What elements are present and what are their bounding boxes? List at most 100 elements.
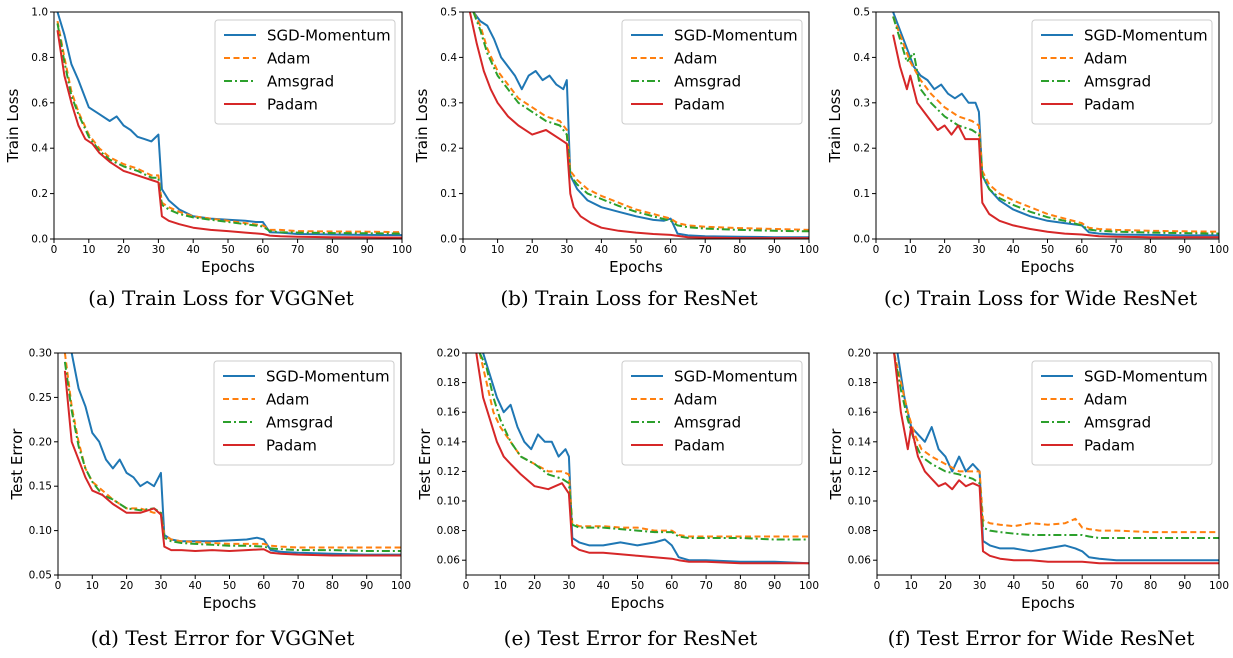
y-tick-label: 0.2	[853, 143, 870, 155]
x-tick-label: 20	[939, 580, 952, 592]
x-tick-label: 0	[460, 244, 467, 256]
y-tick-label: 0.16	[848, 407, 872, 419]
x-tick-label: 80	[734, 580, 747, 592]
x-tick-label: 70	[1109, 244, 1122, 256]
y-tick-label: 0.20	[29, 436, 52, 448]
x-tick-label: 70	[1110, 580, 1123, 592]
x-tick-label: 30	[972, 244, 985, 256]
x-tick-label: 100	[1209, 244, 1229, 256]
y-tick-label: 0.0	[31, 234, 48, 246]
legend-label: SGD-Momentum	[674, 368, 798, 386]
legend-label: Adam	[674, 50, 717, 68]
y-tick-label: 0.15	[29, 481, 52, 493]
x-tick-label: 80	[733, 244, 746, 256]
y-tick-label: 0.08	[437, 525, 460, 537]
x-axis-label: Epochs	[611, 594, 665, 612]
y-tick-label: 0.05	[29, 570, 52, 582]
x-tick-label: 80	[326, 580, 339, 592]
y-tick-label: 0.16	[437, 407, 461, 419]
series-line-padam	[56, 30, 402, 239]
x-tick-label: 60	[256, 244, 269, 256]
x-tick-label: 80	[326, 244, 339, 256]
x-axis-label: Epochs	[201, 258, 255, 276]
chart-panel-3: 0 10 20 30 40 50 60 70 80 90 100 0.0 0.1 0.2 0.3 0.4 0.5…	[826, 7, 1229, 311]
x-tick-label: 30	[562, 580, 575, 592]
y-tick-label: 1.0	[31, 7, 48, 19]
x-tick-label: 80	[1144, 580, 1157, 592]
x-tick-label: 20	[528, 580, 541, 592]
x-tick-label: 100	[1209, 580, 1229, 592]
x-tick-label: 30	[154, 580, 167, 592]
series-line-adam	[63, 353, 401, 549]
x-tick-label: 100	[799, 580, 819, 592]
x-tick-label: 100	[392, 244, 412, 256]
figure-caption: (c) Train Loss for Wide ResNet	[884, 286, 1197, 310]
legend-label: SGD-Momentum	[1084, 368, 1208, 386]
legend-box	[213, 360, 395, 466]
y-tick-label: 0.10	[437, 496, 460, 508]
x-tick-label: 90	[361, 244, 374, 256]
y-axis-label: Test Error	[827, 428, 845, 501]
legend-label: Adam	[266, 391, 309, 409]
legend-label: Adam	[1084, 50, 1127, 68]
x-tick-label: 0	[55, 580, 62, 592]
y-tick-label: 0.20	[437, 348, 460, 360]
legend-label: Padam	[674, 437, 725, 455]
y-tick-label: 0.5	[440, 7, 457, 19]
y-tick-label: 0.30	[29, 348, 52, 360]
legend-box	[1031, 360, 1213, 466]
x-tick-label: 80	[1144, 244, 1157, 256]
legend-label: SGD-Momentum	[267, 27, 391, 45]
series-group	[56, 12, 402, 239]
series-line-amsgrad	[472, 12, 809, 233]
y-tick-label: 0.10	[29, 525, 52, 537]
x-tick-label: 10	[904, 244, 917, 256]
y-tick-label: 0.08	[848, 525, 871, 537]
legend: SGD-Momentum Adam Amsgrad Padam	[214, 19, 396, 125]
x-tick-label: 0	[873, 244, 880, 256]
y-tick-label: 0.0	[440, 234, 457, 246]
y-tick-label: 0.0	[853, 234, 870, 246]
x-tick-label: 10	[905, 580, 918, 592]
x-tick-label: 50	[1041, 244, 1054, 256]
x-tick-label: 60	[257, 580, 270, 592]
legend-box	[1031, 19, 1213, 125]
x-tick-label: 30	[560, 244, 573, 256]
legend: SGD-Momentum Adam Amsgrad Padam	[213, 360, 395, 466]
x-tick-label: 70	[291, 580, 304, 592]
series-line-amsgrad	[893, 353, 1219, 539]
x-tick-label: 60	[1075, 244, 1088, 256]
x-tick-label: 40	[187, 244, 200, 256]
series-group	[892, 12, 1219, 239]
y-tick-label: 0.5	[853, 7, 870, 19]
chart-panel-1: 0 10 20 30 40 50 60 70 80 90 100 0.0 0.2 0.4 0.6 0.8 1.0…	[4, 7, 412, 311]
y-axis-label: Train Loss	[826, 88, 844, 163]
x-tick-label: 40	[595, 244, 608, 256]
series-line-amsgrad	[478, 353, 809, 541]
series-group	[468, 12, 809, 239]
legend-label: SGD-Momentum	[1084, 27, 1208, 45]
y-tick-label: 0.4	[853, 52, 870, 64]
series-line-adam	[893, 353, 1219, 534]
y-tick-label: 0.4	[31, 143, 48, 155]
legend-label: SGD-Momentum	[674, 27, 798, 45]
series-group	[63, 353, 401, 557]
legend-label: Amsgrad	[674, 414, 741, 432]
y-tick-label: 0.12	[437, 466, 460, 478]
x-tick-label: 90	[360, 580, 373, 592]
x-tick-label: 40	[1007, 244, 1020, 256]
series-line-sgd-momentum	[472, 12, 809, 239]
x-axis-label: Epochs	[1021, 594, 1075, 612]
y-axis-label: Test Error	[416, 428, 434, 501]
x-tick-label: 50	[223, 580, 236, 592]
x-tick-label: 0	[463, 580, 470, 592]
x-tick-label: 0	[874, 580, 881, 592]
legend-label: Padam	[1084, 437, 1135, 455]
x-tick-label: 10	[82, 244, 95, 256]
x-tick-label: 50	[629, 244, 642, 256]
chart-panel-5: 0 10 20 30 40 50 60 70 80 90 100 0.06 0.08 0.10 0.12 0.…	[416, 348, 819, 651]
x-axis-label: Epochs	[609, 258, 663, 276]
x-tick-label: 10	[86, 580, 99, 592]
legend-label: SGD-Momentum	[266, 368, 390, 386]
figure-caption: (e) Test Error for ResNet	[504, 626, 758, 650]
